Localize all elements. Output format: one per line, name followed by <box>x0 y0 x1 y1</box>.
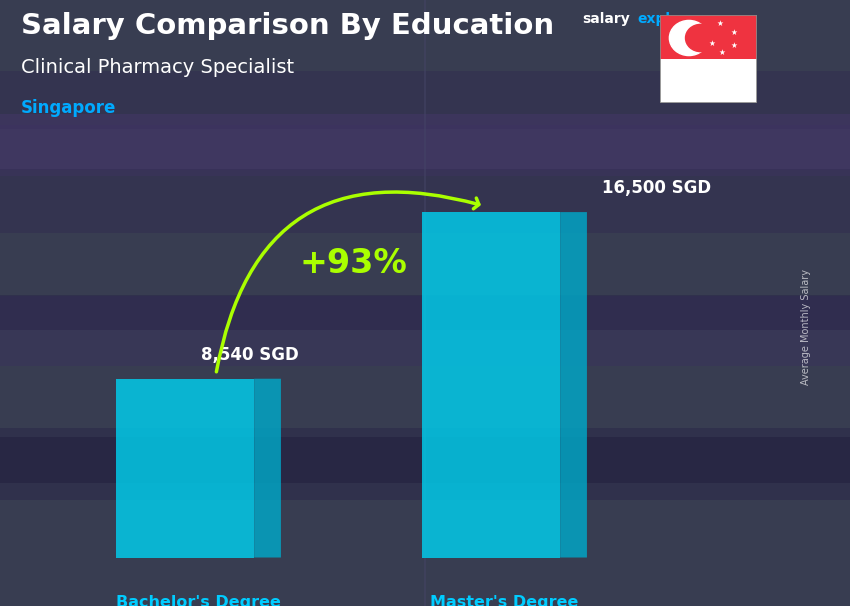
Polygon shape <box>254 379 280 558</box>
Text: Salary Comparison By Education: Salary Comparison By Education <box>21 12 554 40</box>
FancyBboxPatch shape <box>0 295 850 330</box>
Text: +93%: +93% <box>300 247 407 280</box>
FancyBboxPatch shape <box>0 114 850 176</box>
FancyBboxPatch shape <box>0 169 850 233</box>
Text: salary: salary <box>582 12 630 26</box>
Text: ★: ★ <box>709 39 716 48</box>
Polygon shape <box>560 212 586 558</box>
Text: ★: ★ <box>719 47 726 56</box>
Text: explorer.com: explorer.com <box>638 12 739 26</box>
Text: Master's Degree: Master's Degree <box>430 595 579 606</box>
FancyBboxPatch shape <box>0 437 850 484</box>
Bar <box>660 15 757 59</box>
FancyBboxPatch shape <box>0 296 850 365</box>
Text: Clinical Pharmacy Specialist: Clinical Pharmacy Specialist <box>21 58 294 77</box>
Text: 8,540 SGD: 8,540 SGD <box>201 346 298 364</box>
Text: ★: ★ <box>717 19 723 28</box>
Circle shape <box>670 21 708 56</box>
Circle shape <box>685 24 716 52</box>
Text: Average Monthly Salary: Average Monthly Salary <box>801 269 811 385</box>
FancyBboxPatch shape <box>0 125 850 170</box>
Bar <box>422 212 560 558</box>
Text: ★: ★ <box>730 41 737 50</box>
FancyBboxPatch shape <box>0 428 850 500</box>
Text: 16,500 SGD: 16,500 SGD <box>602 179 711 198</box>
Text: Singapore: Singapore <box>21 99 116 118</box>
Bar <box>116 379 254 558</box>
Text: Bachelor's Degree: Bachelor's Degree <box>116 595 281 606</box>
Text: ★: ★ <box>730 28 737 37</box>
FancyBboxPatch shape <box>0 71 850 129</box>
